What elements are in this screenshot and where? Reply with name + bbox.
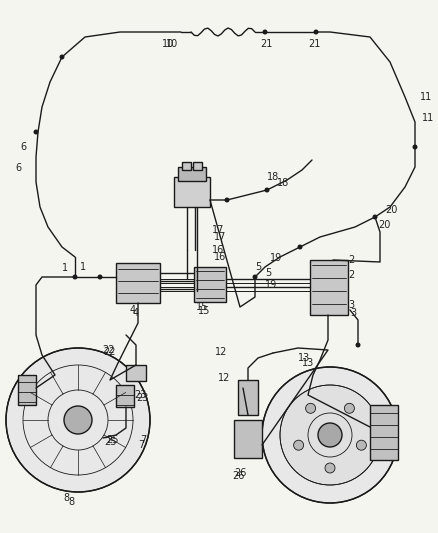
Text: 18: 18: [276, 178, 289, 188]
Circle shape: [64, 406, 92, 434]
Text: 25: 25: [104, 437, 116, 447]
Text: 23: 23: [136, 393, 148, 403]
Circle shape: [305, 403, 315, 413]
Bar: [173, 177, 209, 207]
Circle shape: [252, 274, 257, 279]
Text: 6: 6: [15, 163, 21, 173]
Bar: [177, 167, 205, 181]
Text: 11: 11: [419, 92, 431, 102]
Text: 5: 5: [254, 262, 261, 272]
Bar: [369, 405, 397, 460]
Circle shape: [261, 367, 397, 503]
Bar: [194, 267, 226, 302]
Bar: [126, 365, 146, 381]
Circle shape: [355, 343, 360, 348]
Text: 17: 17: [212, 225, 224, 235]
Text: 11: 11: [421, 113, 433, 123]
Bar: [233, 420, 261, 458]
Bar: [182, 162, 191, 170]
Text: 25: 25: [106, 435, 118, 445]
Text: 18: 18: [266, 172, 279, 182]
Bar: [116, 385, 134, 407]
Text: 2: 2: [347, 255, 353, 265]
Text: 20: 20: [377, 220, 389, 230]
Circle shape: [262, 29, 267, 35]
Text: 26: 26: [233, 468, 246, 478]
Circle shape: [412, 144, 417, 149]
Text: 10: 10: [162, 39, 174, 49]
Text: 16: 16: [212, 245, 224, 255]
Circle shape: [313, 29, 318, 35]
Circle shape: [279, 385, 379, 485]
Text: 19: 19: [269, 253, 282, 263]
Text: 3: 3: [349, 308, 355, 318]
Text: 7: 7: [138, 440, 144, 450]
Text: 26: 26: [231, 471, 244, 481]
Circle shape: [356, 440, 366, 450]
Text: 22: 22: [102, 345, 114, 355]
Text: 12: 12: [215, 347, 227, 357]
Text: 12: 12: [218, 373, 230, 383]
Text: 15: 15: [195, 302, 208, 312]
Text: 13: 13: [297, 353, 310, 363]
Text: 4: 4: [130, 305, 136, 315]
Text: 16: 16: [213, 252, 226, 262]
Circle shape: [297, 245, 302, 249]
Text: 5: 5: [265, 268, 271, 278]
Circle shape: [317, 423, 341, 447]
Circle shape: [60, 54, 64, 60]
Text: 20: 20: [384, 205, 396, 215]
Text: 17: 17: [213, 232, 226, 242]
Text: 6: 6: [20, 142, 26, 152]
Text: 21: 21: [307, 39, 320, 49]
Text: 3: 3: [347, 300, 353, 310]
Text: 4: 4: [133, 308, 139, 318]
Circle shape: [6, 348, 150, 492]
Bar: [18, 375, 36, 405]
Circle shape: [344, 403, 353, 413]
Circle shape: [97, 274, 102, 279]
Circle shape: [224, 198, 229, 203]
Text: 8: 8: [68, 497, 74, 507]
Text: 1: 1: [80, 262, 86, 272]
Bar: [116, 263, 159, 303]
Circle shape: [33, 130, 39, 134]
Circle shape: [372, 214, 377, 220]
Text: 13: 13: [301, 358, 314, 368]
Text: 19: 19: [265, 280, 277, 290]
Text: 23: 23: [134, 390, 146, 400]
Circle shape: [264, 188, 269, 192]
Bar: [237, 380, 258, 415]
Circle shape: [324, 463, 334, 473]
Circle shape: [72, 274, 78, 279]
Bar: [309, 260, 347, 315]
Text: 7: 7: [140, 435, 146, 445]
Text: 15: 15: [198, 306, 210, 316]
Text: 21: 21: [259, 39, 272, 49]
Text: 8: 8: [63, 493, 69, 503]
Text: 22: 22: [103, 347, 115, 357]
Text: 1: 1: [62, 263, 68, 273]
Circle shape: [293, 440, 303, 450]
Text: 2: 2: [347, 270, 353, 280]
Bar: [193, 162, 201, 170]
Text: 10: 10: [166, 39, 178, 49]
